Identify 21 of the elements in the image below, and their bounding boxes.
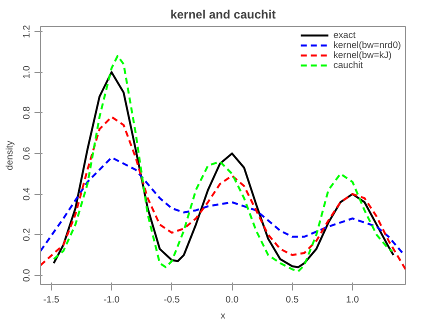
x-tick-label: -0.5 xyxy=(164,294,180,304)
line-series xyxy=(40,116,406,270)
x-axis-title: x xyxy=(220,310,226,320)
x-tick-label: 0.0 xyxy=(226,294,239,304)
y-tick-label: 0.0 xyxy=(22,268,32,282)
x-tick-label: -1.5 xyxy=(43,294,60,304)
legend-label: cauchit xyxy=(333,60,363,70)
legend-label: kernel(bw=kJ) xyxy=(333,50,392,60)
x-tick-label: 1.0 xyxy=(346,294,359,304)
legend-label: exact xyxy=(333,30,356,40)
y-tick-label: 0.6 xyxy=(22,146,32,160)
y-tick-label: 0.4 xyxy=(22,188,32,201)
chart-title: kernel and cauchit xyxy=(170,8,276,22)
y-tick-label: 1.0 xyxy=(22,66,32,79)
x-tick-label: 0.5 xyxy=(286,294,299,304)
x-tick-label: -1.0 xyxy=(104,294,120,304)
y-tick-label: 0.2 xyxy=(22,228,32,242)
y-tick-label: 1.2 xyxy=(22,25,32,38)
y-tick-label: 0.8 xyxy=(22,106,32,120)
legend-label: kernel(bw=nrd0) xyxy=(333,40,401,50)
y-axis-title: density xyxy=(4,140,14,170)
